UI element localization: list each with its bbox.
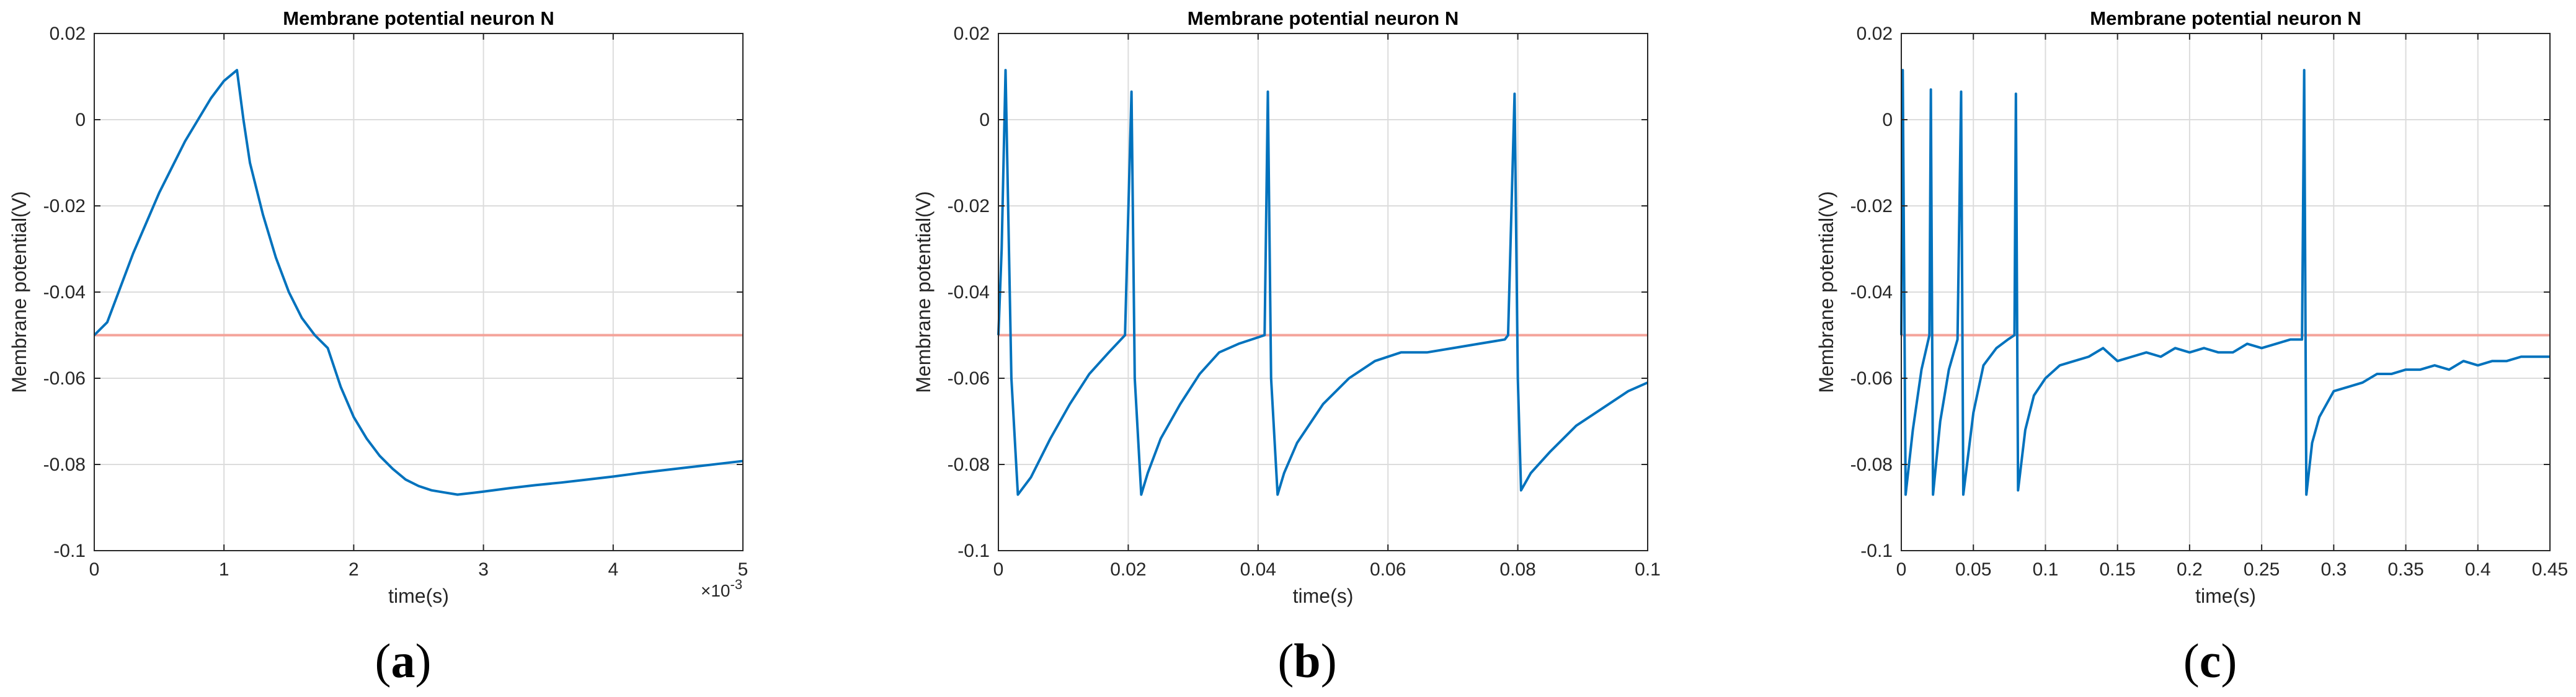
y-tick-label: -0.08: [43, 455, 86, 475]
x-tick-label: 0.15: [2099, 559, 2135, 580]
x-tick-label: 0.4: [2465, 559, 2491, 580]
y-tick-label: -0.02: [43, 196, 86, 216]
chart-panel-2: 0 0.02 0.04 0.06 0.08 0.1 -0.1 -0.08 -0.06 -0.04 -…: [912, 7, 1661, 688]
y-tick-label: 0.02: [954, 24, 990, 44]
series-line-1: [93, 69, 744, 496]
chart-title: Membrane potential neuron N: [283, 7, 554, 29]
x-tick-label: 0.45: [2532, 559, 2568, 580]
chart-title: Membrane potential neuron N: [1188, 7, 1459, 29]
x-axis-label: time(s): [1293, 585, 1354, 607]
y-tick-label: -0.04: [43, 282, 86, 303]
y-tick-label: 0: [979, 110, 990, 130]
y-tick-label: 0: [1882, 110, 1893, 130]
caption-letter: b: [1294, 634, 1320, 688]
y-tick-label: -0.06: [43, 368, 86, 389]
x-tick-label: 0: [89, 559, 100, 580]
caption-paren-open: (: [2183, 634, 2200, 688]
y-tick-label: 0: [75, 110, 86, 130]
x-tick-label: 0.06: [1370, 559, 1406, 580]
x-tick-label: 0.08: [1499, 559, 1535, 580]
chart-title: Membrane potential neuron N: [2090, 7, 2361, 29]
x-tick-label: 2: [349, 559, 359, 580]
caption-letter: c: [2200, 634, 2221, 688]
y-tick-label: -0.06: [948, 368, 990, 389]
x-axis-label: time(s): [388, 585, 449, 607]
x-tick-label: 5: [738, 559, 748, 580]
series-line-1: [997, 69, 1648, 496]
x-tick-label: 0.1: [2033, 559, 2059, 580]
x-scale-exponent-power: -3: [731, 577, 743, 592]
x-tick-label: 3: [478, 559, 489, 580]
caption-paren-close: ): [2221, 634, 2237, 688]
caption-paren-open: (: [375, 634, 391, 688]
x-tick-label: 4: [608, 559, 618, 580]
x-tick-label: 1: [219, 559, 229, 580]
y-tick-label: -0.1: [1860, 541, 1893, 561]
caption-letter: a: [391, 634, 415, 688]
chart-panel-1: 0 1 2 3 4 5 -0.1 -0.08 -0.06 -0.04 -0.02 0 0.02 Membr…: [8, 7, 748, 688]
y-tick-label: -0.04: [948, 282, 990, 303]
x-tick-label: 0.25: [2244, 559, 2280, 580]
panel-caption: (c): [2183, 634, 2237, 688]
y-tick-label: -0.02: [1850, 196, 1893, 216]
x-tick-label: 0.3: [2321, 559, 2347, 580]
x-tick-label: 0.2: [2177, 559, 2203, 580]
panel-caption: (a): [375, 634, 432, 688]
caption-paren-close: ): [1321, 634, 1337, 688]
y-tick-label: -0.06: [1850, 368, 1893, 389]
chart-panel-3: 0 0.05 0.1 0.15 0.2 0.25 0.3 0.35 0.4 0.45 -0.1 -0.…: [1815, 7, 2568, 688]
x-scale-exponent: ×10-3: [701, 577, 742, 600]
y-axis-label: Membrane potential(V): [1815, 191, 1837, 393]
y-axis-label: Membrane potential(V): [8, 191, 30, 393]
x-tick-label: 0.04: [1240, 559, 1276, 580]
y-tick-label: -0.04: [1850, 282, 1893, 303]
y-tick-label: -0.1: [53, 541, 86, 561]
panel-caption: (b): [1277, 634, 1336, 688]
y-tick-label: -0.02: [948, 196, 990, 216]
y-tick-label: 0.02: [1857, 24, 1893, 44]
series-line-1: [1900, 69, 2550, 496]
x-scale-exponent-base: ×10: [701, 581, 731, 600]
x-tick-label: 0: [993, 559, 1004, 580]
y-tick-label: -0.1: [957, 541, 990, 561]
caption-paren-open: (: [1277, 634, 1294, 688]
caption-paren-close: ): [415, 634, 432, 688]
x-tick-label: 0.35: [2387, 559, 2423, 580]
x-axis-label: time(s): [2195, 585, 2256, 607]
y-tick-label: -0.08: [948, 455, 990, 475]
y-tick-label: 0.02: [50, 24, 86, 44]
y-axis-label: Membrane potential(V): [912, 191, 935, 393]
x-tick-label: 0.05: [1955, 559, 1991, 580]
x-tick-label: 0: [1896, 559, 1907, 580]
x-tick-label: 0.1: [1635, 559, 1661, 580]
y-tick-label: -0.08: [1850, 455, 1893, 475]
x-tick-label: 0.02: [1110, 559, 1146, 580]
